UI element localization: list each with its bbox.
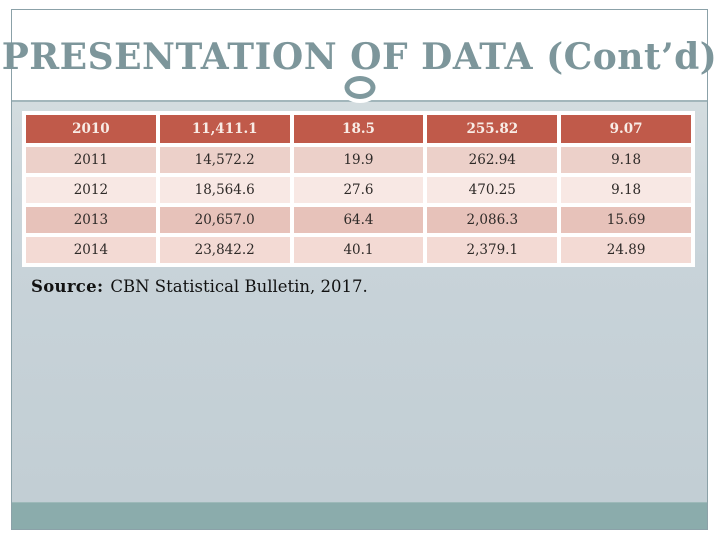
table-cell: 27.6 [293, 177, 424, 203]
table-header: 2010 11,411.1 18.5 255.82 9.07 [26, 115, 691, 143]
title-area: PRESENTATION OF DATA (Cont’d) [2, 10, 717, 102]
table-cell: 9.18 [561, 177, 691, 203]
table-cell: 64.4 [293, 207, 424, 233]
source-label: Source: [31, 277, 104, 296]
table-row: 2013 20,657.0 64.4 2,086.3 15.69 [26, 207, 691, 233]
table-body: 2011 14,572.2 19.9 262.94 9.18 2012 18,5… [26, 147, 691, 263]
table-header-cell: 9.07 [561, 115, 691, 143]
table-cell: 40.1 [293, 237, 424, 263]
table-row: 2011 14,572.2 19.9 262.94 9.18 [26, 147, 691, 173]
table-cell: 2,086.3 [427, 207, 558, 233]
table-cell: 2013 [26, 207, 156, 233]
slide-title: PRESENTATION OF DATA (Cont’d) [1, 36, 718, 78]
table-header-cell: 2010 [26, 115, 156, 143]
table-cell: 2,379.1 [427, 237, 558, 263]
table-cell: 24.89 [561, 237, 691, 263]
table-cell: 9.18 [561, 147, 691, 173]
source-text: CBN Statistical Bulletin, 2017. [110, 277, 368, 296]
table-row: 2014 23,842.2 40.1 2,379.1 24.89 [26, 237, 691, 263]
body-area: 2010 11,411.1 18.5 255.82 9.07 2011 14,5… [12, 102, 707, 502]
table-row: 2012 18,564.6 27.6 470.25 9.18 [26, 177, 691, 203]
table-cell: 15.69 [561, 207, 691, 233]
table-cell: 23,842.2 [159, 237, 290, 263]
table-cell: 262.94 [427, 147, 558, 173]
data-table: 2010 11,411.1 18.5 255.82 9.07 2011 14,5… [22, 111, 695, 267]
footer-band [12, 502, 707, 529]
table-cell: 18,564.6 [159, 177, 290, 203]
table-cell: 20,657.0 [159, 207, 290, 233]
table-cell: 2011 [26, 147, 156, 173]
table-header-cell: 11,411.1 [159, 115, 290, 143]
slide: PRESENTATION OF DATA (Cont’d) 2010 11,41… [2, 9, 717, 530]
table-cell: 2014 [26, 237, 156, 263]
table-header-row: 2010 11,411.1 18.5 255.82 9.07 [26, 115, 691, 143]
table-header-cell: 18.5 [293, 115, 424, 143]
circle-ornament-icon [344, 76, 375, 99]
table-cell: 470.25 [427, 177, 558, 203]
table-cell: 2012 [26, 177, 156, 203]
table-cell: 14,572.2 [159, 147, 290, 173]
table-cell: 19.9 [293, 147, 424, 173]
source-note: Source: CBN Statistical Bulletin, 2017. [31, 277, 368, 296]
table-header-cell: 255.82 [427, 115, 558, 143]
